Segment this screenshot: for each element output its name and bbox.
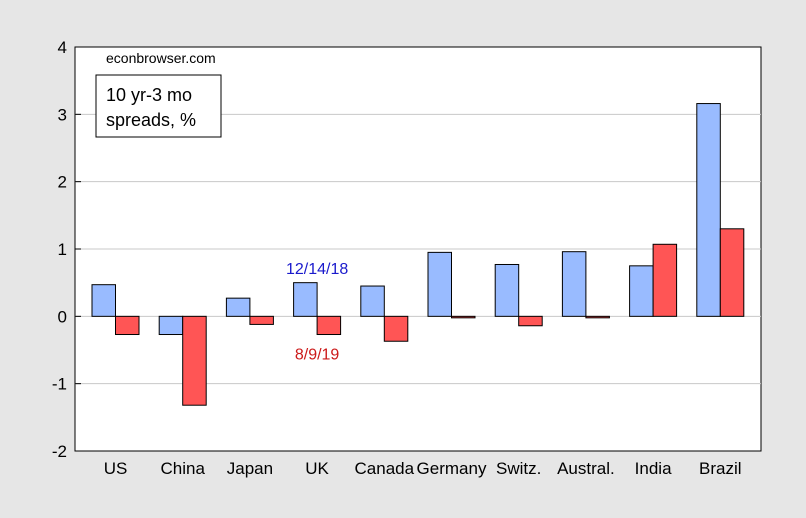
category-label: Germany <box>417 459 487 478</box>
category-label: Brazil <box>699 459 742 478</box>
bar-series2-canada <box>383 315 409 342</box>
y-tick-label: 1 <box>58 240 67 259</box>
source-label: econbrowser.com <box>106 50 216 66</box>
category-label: China <box>160 459 205 478</box>
bar-series1-india <box>629 265 654 317</box>
y-tick-label: -1 <box>52 375 67 394</box>
bar-series2-us <box>115 315 140 336</box>
x-axis: US China Japan UK Canada Germany Switz. Austral… <box>104 459 742 478</box>
bars <box>91 103 745 406</box>
bar-series1-china <box>158 315 184 336</box>
bar-series2-austral <box>585 315 610 319</box>
bar-series2-india <box>652 243 678 317</box>
category-label: Switz. <box>496 459 541 478</box>
bar-series1-austral <box>561 251 587 317</box>
bar-series1-us <box>91 284 116 317</box>
bar-series1-uk <box>293 282 318 317</box>
y-axis: -2 -1 0 1 2 3 4 <box>52 38 81 461</box>
bar-series1-japan <box>225 297 251 317</box>
bar-series2-china <box>182 315 207 406</box>
y-tick-label: -2 <box>52 442 67 461</box>
annotation-label: 8/9/19 <box>295 346 340 363</box>
title-line-2: spreads, % <box>106 110 196 130</box>
bar-series1-germany <box>427 251 452 317</box>
category-label: Austral. <box>557 459 615 478</box>
title-line-1: 10 yr-3 mo <box>106 85 192 105</box>
bar-series1-brazil <box>696 103 721 317</box>
category-label: US <box>104 459 128 478</box>
bar-series2-brazil <box>719 228 745 317</box>
category-label: UK <box>305 459 329 478</box>
bar-series2-uk <box>316 315 342 336</box>
category-label: India <box>635 459 672 478</box>
y-tick-label: 4 <box>58 38 67 57</box>
annotations: 12/14/18 8/9/19 <box>286 261 348 364</box>
bar-series1-switz <box>494 263 520 317</box>
category-label: Canada <box>355 459 415 478</box>
y-tick-label: 0 <box>58 307 67 326</box>
y-tick-label: 2 <box>58 173 67 192</box>
bar-series2-germany <box>451 315 476 319</box>
y-tick-label: 3 <box>58 105 67 124</box>
title-box <box>95 74 222 138</box>
annotation-label: 12/14/18 <box>286 261 348 278</box>
bar-series2-japan <box>249 315 274 325</box>
category-label: Japan <box>227 459 273 478</box>
bar-series1-canada <box>360 285 385 317</box>
bar-series2-switz <box>518 315 543 327</box>
